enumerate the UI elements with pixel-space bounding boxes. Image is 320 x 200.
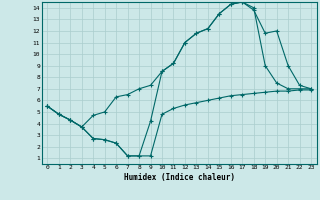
X-axis label: Humidex (Indice chaleur): Humidex (Indice chaleur) [124, 173, 235, 182]
